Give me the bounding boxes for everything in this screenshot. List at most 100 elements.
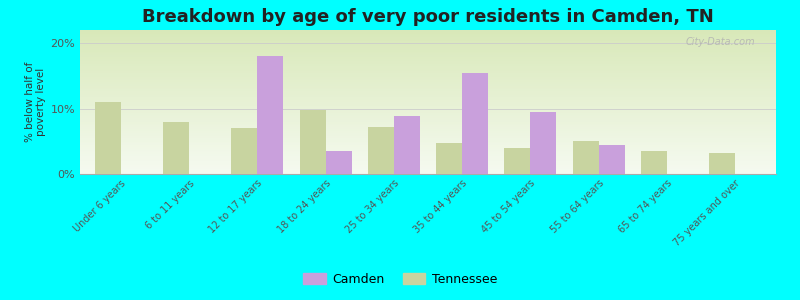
Bar [80, 95, 776, 97]
Bar [80, 62, 776, 64]
Bar [80, 131, 776, 133]
Bar [80, 167, 776, 169]
Bar [80, 93, 776, 95]
Bar [80, 98, 776, 100]
Bar [80, 48, 776, 50]
Bar [80, 64, 776, 66]
Bar [641, 151, 667, 174]
Bar [326, 151, 351, 174]
Bar [80, 57, 776, 59]
Bar [80, 127, 776, 129]
Bar [80, 32, 776, 34]
Bar [80, 104, 776, 106]
Bar [80, 140, 776, 142]
Bar [80, 165, 776, 167]
Bar [80, 169, 776, 170]
Bar [80, 129, 776, 131]
Bar [436, 142, 462, 174]
Bar [80, 106, 776, 107]
Bar [80, 37, 776, 39]
Bar [80, 134, 776, 136]
Bar [80, 107, 776, 109]
Bar [530, 112, 556, 174]
Bar [80, 118, 776, 120]
Bar [80, 111, 776, 113]
Bar [80, 161, 776, 163]
Bar [80, 124, 776, 125]
Bar [368, 127, 394, 174]
Bar [80, 100, 776, 102]
Text: City-Data.com: City-Data.com [686, 37, 755, 47]
Bar [80, 52, 776, 53]
Bar [462, 73, 488, 174]
Legend: Camden, Tennessee: Camden, Tennessee [298, 268, 502, 291]
Bar [80, 142, 776, 143]
Bar [80, 160, 776, 161]
Bar [80, 91, 776, 93]
Bar [231, 128, 258, 174]
Bar [80, 84, 776, 86]
Bar [80, 97, 776, 98]
Bar [80, 122, 776, 124]
Bar [80, 79, 776, 80]
Y-axis label: % below half of
poverty level: % below half of poverty level [25, 62, 46, 142]
Bar [80, 44, 776, 46]
Bar [80, 35, 776, 37]
Bar [163, 122, 189, 174]
Bar [80, 86, 776, 88]
Bar [80, 77, 776, 79]
Bar [80, 80, 776, 82]
Bar [80, 75, 776, 77]
Bar [598, 145, 625, 174]
Bar [80, 147, 776, 149]
Bar [258, 56, 283, 174]
Bar [80, 138, 776, 140]
Bar [80, 70, 776, 71]
Bar [573, 141, 598, 174]
Bar [80, 170, 776, 172]
Bar [80, 116, 776, 118]
Bar [80, 156, 776, 158]
Bar [80, 109, 776, 111]
Bar [80, 133, 776, 134]
Title: Breakdown by age of very poor residents in Camden, TN: Breakdown by age of very poor residents … [142, 8, 714, 26]
Bar [80, 46, 776, 48]
Bar [95, 102, 121, 174]
Bar [80, 55, 776, 57]
Bar [80, 59, 776, 61]
Bar [80, 152, 776, 154]
Bar [80, 61, 776, 62]
Bar [80, 66, 776, 68]
Bar [80, 143, 776, 145]
Bar [80, 172, 776, 174]
Bar [80, 89, 776, 91]
Bar [80, 149, 776, 151]
Bar [80, 88, 776, 89]
Bar [80, 41, 776, 43]
Bar [80, 68, 776, 70]
Bar [505, 148, 530, 174]
Bar [80, 125, 776, 127]
Bar [80, 50, 776, 52]
Bar [80, 145, 776, 147]
Bar [80, 34, 776, 35]
Bar [80, 71, 776, 73]
Bar [80, 154, 776, 156]
Bar [80, 113, 776, 115]
Bar [80, 136, 776, 138]
Bar [80, 151, 776, 152]
Bar [80, 39, 776, 41]
Bar [80, 158, 776, 160]
Bar [394, 116, 420, 174]
Bar [80, 73, 776, 75]
Bar [80, 163, 776, 165]
Bar [80, 30, 776, 32]
Bar [80, 82, 776, 84]
Bar [80, 102, 776, 104]
Bar [80, 53, 776, 55]
Bar [80, 115, 776, 116]
Bar [300, 110, 326, 174]
Bar [709, 153, 735, 174]
Bar [80, 43, 776, 44]
Bar [80, 120, 776, 122]
